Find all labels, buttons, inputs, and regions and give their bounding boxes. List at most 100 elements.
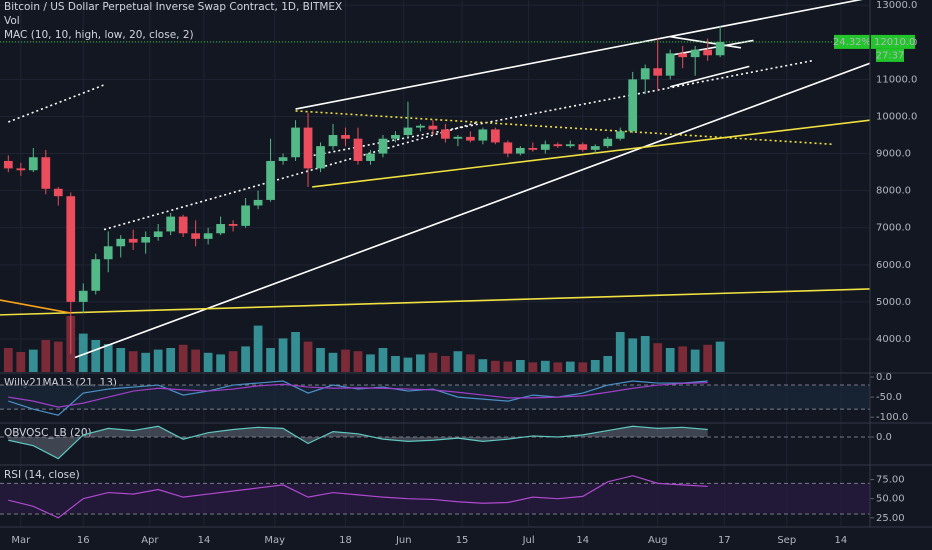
indicator-line — [8, 425, 708, 460]
band-fill — [0, 385, 870, 410]
countdown-box — [876, 48, 904, 62]
y-tick-label: 10000.0 — [876, 111, 917, 122]
candle-body — [3, 160, 13, 169]
candle-body — [603, 138, 613, 147]
candle-body — [366, 153, 375, 161]
volume-bar — [328, 352, 338, 372]
candle-body — [241, 205, 250, 226]
chart-title: Bitcoin / US Dollar Perpetual Inverse Sw… — [4, 1, 342, 13]
candle-body — [216, 224, 225, 234]
y-tick-label: 11000.0 — [876, 74, 917, 85]
last-price-box — [871, 34, 915, 49]
candle-body — [628, 79, 638, 132]
x-tick-label: 14 — [834, 535, 847, 546]
x-tick-label: 15 — [456, 535, 469, 546]
y-tick-label: 9000.0 — [876, 149, 911, 160]
volume-bar — [553, 362, 563, 372]
candle-body — [441, 129, 450, 139]
indicator-panes: Willy21MA13 (21, 13) 0.0-50.0-100.0OBVOSC… — [0, 372, 932, 528]
pane-tick-label: 75.00 — [876, 475, 905, 486]
volume-bar — [366, 354, 375, 372]
trend-line — [669, 65, 750, 88]
volume-bar — [565, 361, 575, 372]
candle-body — [128, 238, 138, 243]
volume-bar — [166, 348, 176, 372]
candle-body — [565, 144, 575, 147]
volume-bar — [278, 338, 288, 372]
candle-body — [490, 129, 500, 143]
axes: Mar 16 Apr 14 May 18 Jun 15 Jul 14 Aug 17 Sep 14 4000.… — [11, 0, 917, 546]
candle-body — [391, 135, 400, 139]
y-tick-label: 4000.0 — [876, 334, 911, 345]
candle-body — [515, 147, 525, 154]
candle-body — [266, 160, 275, 200]
change-box — [834, 34, 870, 49]
candle-body — [640, 68, 650, 80]
volume-bar — [116, 348, 126, 372]
volume-bar — [453, 351, 463, 372]
candle-body — [328, 135, 338, 147]
volume-bar — [153, 349, 163, 372]
indicator-label: MAC (10, 10, high, low, 20, close, 2) — [4, 29, 194, 41]
volume-bar — [191, 349, 201, 372]
y-tick-label: 7000.0 — [876, 223, 911, 234]
volume-bar — [78, 333, 88, 372]
volume-bar — [128, 351, 138, 372]
volume-bar — [341, 349, 350, 372]
candle-body — [78, 290, 88, 302]
volume-bar — [141, 352, 151, 372]
trend-line — [0, 299, 71, 314]
volume-bar — [478, 359, 488, 372]
candle-body — [678, 53, 688, 58]
candle-body — [291, 127, 300, 158]
candle-body — [16, 168, 26, 171]
candle-body — [578, 144, 588, 150]
band-fill — [0, 483, 870, 514]
volume-bar — [703, 344, 713, 372]
candle-body — [703, 49, 713, 56]
x-tick-label: 16 — [77, 535, 90, 546]
indicator-line — [8, 382, 708, 408]
pane-tick-label: 0.0 — [876, 372, 892, 383]
volume-bar — [528, 362, 538, 372]
volume-bar — [3, 348, 13, 372]
volume-bar — [665, 348, 675, 372]
volume-bar — [378, 348, 388, 372]
x-tick-label: Apr — [141, 535, 159, 546]
volume-bar — [715, 341, 725, 372]
y-tick-label: 13000.0 — [876, 0, 917, 11]
volume-bar — [316, 348, 325, 372]
volume-bar — [640, 336, 650, 372]
x-tick-label: Jun — [395, 535, 412, 546]
countdown-label: 27:37 — [876, 50, 905, 61]
volume-bar — [291, 332, 300, 372]
pane-title: OBVOSC_LB (20) — [4, 427, 92, 439]
volume-bar — [490, 360, 500, 372]
volume-bar — [216, 354, 225, 372]
candle-body — [615, 131, 625, 139]
candle-body — [466, 136, 475, 141]
candle-body — [540, 144, 550, 150]
pane-tick-label: -100.0 — [876, 412, 908, 423]
candle-body — [66, 196, 76, 302]
y-tick-label: 8000.0 — [876, 186, 911, 197]
change-label: 24.32% — [833, 37, 871, 48]
area-fill — [8, 426, 708, 459]
volume-bar — [266, 348, 275, 372]
candle-body — [553, 144, 563, 147]
volume-bar — [41, 340, 51, 372]
candle-body — [653, 68, 663, 76]
candle-body — [341, 135, 350, 139]
candle-body — [528, 147, 538, 150]
y-tick-label: 5000.0 — [876, 297, 911, 308]
volume-bar — [353, 351, 363, 372]
x-tick-label: Jul — [522, 535, 535, 546]
x-tick-label: 14 — [576, 535, 589, 546]
x-tick-label: 18 — [339, 535, 352, 546]
volume-bar — [178, 344, 188, 372]
volume-bar — [628, 338, 638, 372]
x-tick-label: Aug — [648, 535, 668, 546]
volume-bar — [16, 352, 26, 372]
candle-body — [28, 157, 38, 171]
